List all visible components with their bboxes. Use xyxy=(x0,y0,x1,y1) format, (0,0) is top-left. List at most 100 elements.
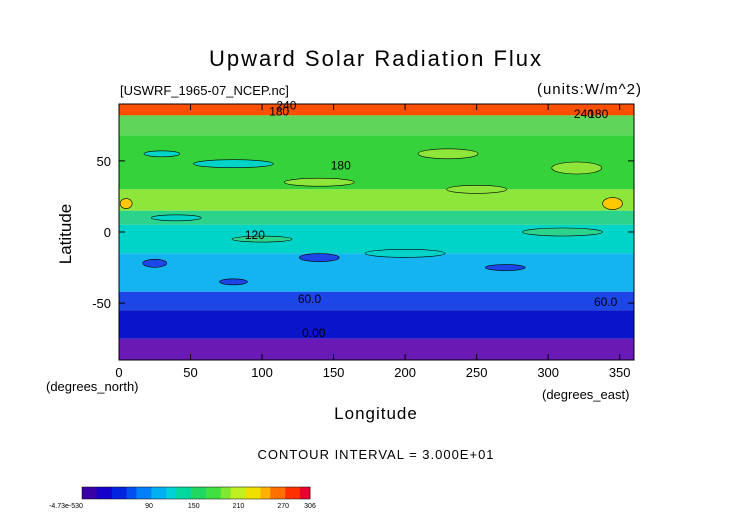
latitude-band-4 xyxy=(119,210,634,225)
x-tick-label-2: 100 xyxy=(251,365,273,380)
field-patch-5 xyxy=(446,185,507,194)
field-patch-6 xyxy=(119,198,133,209)
colorbar-cell-12 xyxy=(141,487,147,499)
colorbar-cell-33 xyxy=(245,487,251,499)
colorbar-tick-1: 90 xyxy=(145,503,153,510)
colorbar-cell-2 xyxy=(91,487,98,499)
x-tick-label-4: 200 xyxy=(394,365,416,380)
x-tick-label-0: 0 xyxy=(115,365,122,380)
contour-label-4: 180 xyxy=(331,158,351,172)
latitude-band-8 xyxy=(119,310,634,339)
colorbar-cell-34 xyxy=(250,487,256,499)
y-unit-label: (degrees_north) xyxy=(46,379,139,394)
colorbar-tick-0: -4.73e-530 xyxy=(49,503,83,510)
contour-label-3: 180 xyxy=(588,107,608,121)
units-label: (units:W/m^2) xyxy=(536,81,642,98)
field-patch-1 xyxy=(143,150,181,158)
colorbar-tick-4: 270 xyxy=(277,503,289,510)
colorbar: -4.73e-530 90 150 210 270 306 xyxy=(49,486,316,510)
field-patch-10 xyxy=(522,227,603,237)
colorbar-cell-7 xyxy=(116,487,123,499)
contour-label-6: 60.0 xyxy=(298,292,322,306)
field-patch-14 xyxy=(219,278,248,286)
contour-label-1: 180 xyxy=(269,104,289,118)
field-patch-4 xyxy=(283,177,355,187)
colorbar-cell-37 xyxy=(265,487,271,499)
colorbar-cell-42 xyxy=(290,487,296,499)
y-tick-label-2: -50 xyxy=(92,296,111,311)
y-tick-label-1: 0 xyxy=(104,225,111,240)
x-tick-label-7: 350 xyxy=(609,365,631,380)
colorbar-cell-38 xyxy=(270,487,276,499)
colorbar-cell-27 xyxy=(215,487,222,499)
latitude-band-7 xyxy=(119,291,634,311)
colorbar-cell-39 xyxy=(275,487,281,499)
colorbar-tick-3: 210 xyxy=(233,503,245,510)
colorbar-cell-6 xyxy=(111,487,118,499)
latitude-band-9 xyxy=(119,338,634,360)
colorbar-cell-14 xyxy=(151,487,157,499)
colorbar-cell-44 xyxy=(300,487,306,499)
colorbar-frame xyxy=(81,486,311,500)
file-name-label: [USWRF_1965-07_NCEP.nc] xyxy=(120,83,289,98)
colorbar-cell-4 xyxy=(101,487,108,499)
colorbar-cell-30 xyxy=(230,487,237,499)
x-tick-label-1: 50 xyxy=(183,365,197,380)
colorbar-cell-16 xyxy=(161,487,167,499)
field-patch-8 xyxy=(150,214,202,222)
latitude-band-6 xyxy=(119,253,634,292)
colorbar-cell-28 xyxy=(220,487,227,499)
colorbar-cell-22 xyxy=(191,487,197,499)
colorbar-cell-19 xyxy=(176,487,182,499)
colorbar-cell-26 xyxy=(210,487,217,499)
colorbar-cell-20 xyxy=(181,487,187,499)
contour-label-8: 0.00 xyxy=(302,326,326,340)
colorbar-cell-1 xyxy=(86,487,93,499)
latitude-band-0 xyxy=(119,104,634,116)
colorbar-cell-18 xyxy=(171,487,177,499)
colorbar-cell-3 xyxy=(96,487,103,499)
colorbar-cell-11 xyxy=(136,487,142,499)
contour-label-5: 120 xyxy=(245,228,265,242)
colorbar-cell-45 xyxy=(305,487,311,499)
latitude-band-1 xyxy=(119,115,634,136)
colorbar-cell-29 xyxy=(225,487,232,499)
contour-label-0: 240 xyxy=(276,99,296,113)
field-patch-15 xyxy=(364,249,446,258)
colorbar-cell-43 xyxy=(295,487,301,499)
field-patch-9 xyxy=(231,235,293,243)
x-tick-label-3: 150 xyxy=(323,365,345,380)
x-tick-label-6: 300 xyxy=(537,365,559,380)
axis-ticks: 0 50 100 150 200 250 300 350 50 0 -50 xyxy=(92,104,634,380)
colorbar-cell-8 xyxy=(121,487,128,499)
colorbar-cell-31 xyxy=(235,487,242,499)
field-patch-0 xyxy=(193,159,274,169)
x-unit-label: (degrees_east) xyxy=(542,387,630,402)
colorbar-cell-24 xyxy=(200,487,207,499)
colorbar-cell-17 xyxy=(166,487,172,499)
field-patch-13 xyxy=(484,264,526,271)
colorbar-tick-5: 306 xyxy=(304,503,316,510)
latitude-band-3 xyxy=(119,189,634,211)
colorbar-cell-9 xyxy=(126,487,132,499)
colorbar-cell-36 xyxy=(260,487,266,499)
colorbar-cell-32 xyxy=(240,487,246,499)
contour-label-2: 240 xyxy=(574,107,594,121)
contour-label-7: 60.0 xyxy=(594,295,618,309)
x-tick-label-5: 250 xyxy=(466,365,488,380)
field-detail xyxy=(119,148,623,286)
colorbar-cell-10 xyxy=(131,487,137,499)
contour-interval-text: CONTOUR INTERVAL = 3.000E+01 xyxy=(257,447,495,462)
colorbar-cell-25 xyxy=(205,487,212,499)
colorbar-cell-23 xyxy=(196,487,202,499)
colorbar-tick-2: 150 xyxy=(188,503,200,510)
colorbar-cell-5 xyxy=(106,487,113,499)
colorbar-cell-13 xyxy=(146,487,152,499)
field-patch-2 xyxy=(417,148,479,160)
x-axis-label: Longitude xyxy=(334,404,418,423)
chart-title: Upward Solar Radiation Flux xyxy=(208,46,544,71)
colorbar-cell-21 xyxy=(186,487,192,499)
field-patch-3 xyxy=(551,161,603,175)
